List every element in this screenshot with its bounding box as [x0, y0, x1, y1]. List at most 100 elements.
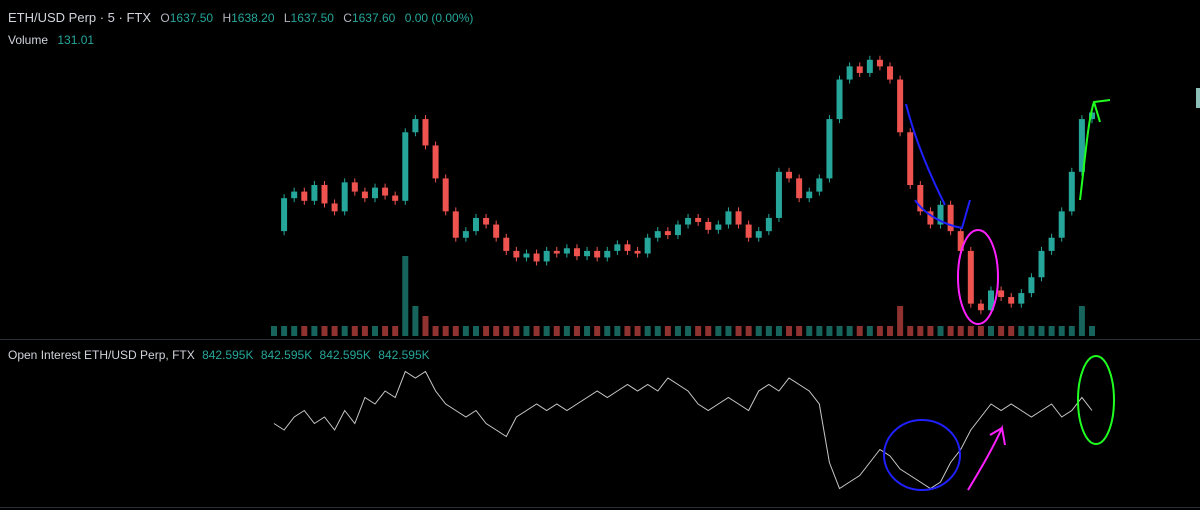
- price-candle: [725, 211, 732, 225]
- volume-bar: [775, 326, 782, 336]
- pane-divider[interactable]: [0, 339, 1200, 340]
- magenta-circle-annotation: [957, 229, 999, 325]
- price-candle: [644, 237, 651, 254]
- price-candle: [543, 250, 550, 262]
- volume-bar: [836, 326, 843, 336]
- volume-bar: [513, 326, 520, 336]
- volume-bar: [1089, 326, 1095, 336]
- price-candle: [442, 178, 449, 212]
- volume-bar: [644, 326, 651, 336]
- price-candle: [1038, 250, 1045, 278]
- blue-circle-annotation: [883, 419, 961, 491]
- volume-bar: [351, 326, 358, 336]
- volume-bar: [957, 326, 964, 336]
- volume-bar: [897, 306, 904, 336]
- price-candle: [523, 253, 530, 258]
- price-candle: [796, 178, 803, 199]
- volume-bar: [937, 326, 944, 336]
- price-candle: [967, 250, 974, 304]
- price-candle: [674, 224, 681, 236]
- price-candle: [715, 224, 722, 230]
- price-candle: [947, 204, 954, 232]
- volume-bar: [543, 326, 550, 336]
- volume-bar: [1028, 326, 1035, 336]
- volume-bar: [1068, 326, 1075, 336]
- price-candle: [634, 250, 641, 254]
- volume-bar: [271, 326, 277, 336]
- volume-bar: [493, 326, 500, 336]
- symbol-title[interactable]: ETH/USD Perp · 5 · FTX: [8, 10, 152, 25]
- volume-bar: [1058, 326, 1065, 336]
- volume-bar: [331, 326, 338, 336]
- blue-arrow-annotation: [905, 103, 946, 206]
- volume-bar: [392, 326, 399, 336]
- volume-bar: [614, 326, 621, 336]
- volume-bar: [664, 326, 671, 336]
- volume-bar: [806, 326, 813, 336]
- volume-bar: [977, 326, 984, 336]
- price-candle: [281, 198, 288, 232]
- price-candle: [432, 145, 439, 179]
- price-candle: [856, 66, 863, 73]
- volume-bar: [584, 326, 591, 336]
- volume-legend: Volume 131.01: [8, 33, 94, 47]
- volume-bar: [382, 326, 389, 336]
- volume-bar: [725, 326, 732, 336]
- volume-bar: [856, 326, 863, 336]
- oi-value-2: 842.595K: [260, 348, 313, 362]
- price-candle: [988, 290, 995, 311]
- volume-bar: [755, 326, 762, 336]
- volume-bar: [765, 326, 772, 336]
- price-candle: [493, 224, 500, 238]
- price-candle: [604, 250, 611, 258]
- price-candle: [876, 59, 883, 67]
- price-candle: [836, 79, 843, 120]
- price-candle: [483, 217, 490, 225]
- volume-bar: [998, 326, 1005, 336]
- volume-bar: [745, 326, 752, 336]
- price-legend: ETH/USD Perp · 5 · FTX O1637.50 H1638.20…: [8, 10, 473, 25]
- high-value: 1638.20: [231, 11, 275, 25]
- price-candle: [402, 132, 409, 201]
- price-candle: [382, 187, 389, 196]
- price-candle: [664, 231, 671, 236]
- price-candle: [1048, 237, 1055, 251]
- price-candle: [452, 211, 459, 238]
- price-candle: [654, 231, 661, 238]
- volume-bar: [1038, 326, 1045, 336]
- price-axis-marker-2: [1196, 98, 1200, 108]
- price-candle: [412, 119, 419, 133]
- price-candle: [846, 66, 853, 80]
- price-candle: [533, 253, 540, 262]
- open-interest-label[interactable]: Open Interest ETH/USD Perp, FTX: [8, 348, 195, 362]
- volume-bar: [866, 326, 873, 336]
- price-candle: [392, 195, 399, 201]
- volume-bar: [402, 256, 409, 336]
- volume-bar: [321, 326, 328, 336]
- price-candle: [361, 191, 368, 199]
- volume-bar: [917, 326, 924, 336]
- volume-bar: [685, 326, 692, 336]
- price-candle: [937, 204, 944, 225]
- price-candle: [553, 250, 560, 254]
- volume-bar: [846, 326, 853, 336]
- volume-bar: [604, 326, 611, 336]
- price-candle: [1068, 171, 1075, 212]
- price-candle: [311, 185, 318, 201]
- price-candle: [422, 119, 429, 146]
- volume-bar: [887, 326, 894, 336]
- volume-bar: [563, 326, 570, 336]
- volume-bar: [301, 326, 308, 336]
- volume-bar: [967, 326, 974, 336]
- volume-bar: [907, 326, 914, 336]
- volume-bar: [472, 326, 479, 336]
- price-candle: [897, 79, 904, 133]
- volume-bar: [422, 316, 429, 336]
- volume-bar: [361, 326, 368, 336]
- volume-label[interactable]: Volume: [8, 33, 49, 47]
- volume-bar: [634, 326, 641, 336]
- price-candle: [755, 231, 762, 238]
- volume-bar: [705, 326, 712, 336]
- price-candle: [573, 248, 580, 257]
